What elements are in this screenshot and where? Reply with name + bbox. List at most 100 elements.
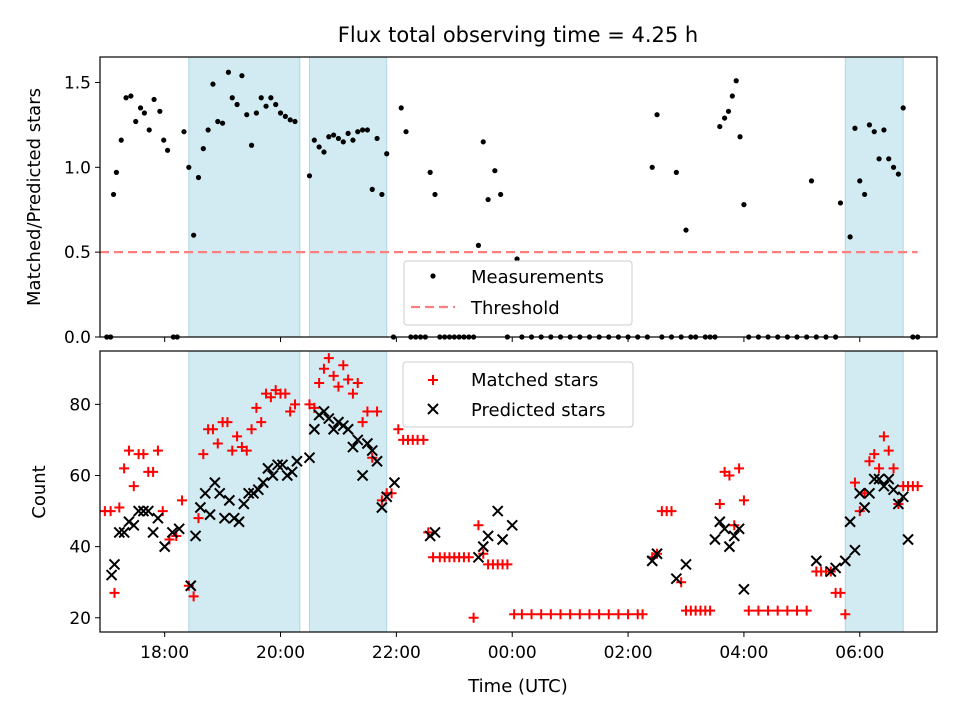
predicted-star-point [318,405,330,418]
measurement-point [110,191,117,198]
measurement-point [866,122,873,128]
legend-label-predicted: Predicted stars [471,400,605,421]
predicted-star-point [286,466,298,478]
measurement-point [733,78,739,84]
measurement-point [683,227,689,233]
predicted-star-point [267,469,279,482]
predicted-star-point [506,519,518,531]
predicted-star-point [829,562,842,574]
predicted-star-point [810,555,823,567]
matched-star-point [357,417,368,428]
predicted-star-point [128,519,140,531]
measurement-point [151,96,157,103]
axes-frame [99,350,938,633]
x-tick-label: 04:00 [719,643,768,663]
matched-star-point [347,388,358,399]
measurement-point [492,168,498,174]
matched-star-point [666,506,677,517]
measurement-point [398,105,404,111]
measurement-point [123,95,129,101]
predicted-star-point [185,580,197,592]
matched-star-point [724,470,735,481]
predicted-star-point [166,526,179,539]
measurement-point [181,129,187,135]
measurement-point [498,191,504,198]
matched-star-point [603,609,614,620]
matched-star-point [468,612,479,623]
predicted-star-point [137,505,150,517]
measurement-point [248,142,255,148]
predicted-star-point [194,501,207,514]
legend-label-measurements: Measurements [471,267,604,288]
measurement-point [847,234,853,240]
measurement-point [871,129,877,135]
predicted-star-point [366,444,378,457]
measurement-point [306,173,313,179]
matched-star-point [502,559,513,570]
predicted-star-point [844,516,856,528]
measurement-point [350,137,356,143]
matched-star-point [251,402,262,413]
predicted-star-point [147,526,159,539]
matched-star-point [343,374,354,385]
matched-star-point [463,552,474,563]
matched-star-point [516,609,527,620]
predicted-star-point [839,555,851,567]
measurement-point [292,118,298,125]
matched-star-point [637,609,648,620]
predicted-star-point [209,476,221,489]
bottom-y-axis-label: Count [29,465,50,518]
matched-star-point [864,456,875,467]
measurement-point [890,164,897,170]
y-tick-label: 80 [69,395,91,415]
x-tick-label: 02:00 [604,643,653,663]
matched-star-point [584,609,595,620]
measurement-point [161,137,167,143]
matched-star-point [536,609,547,620]
measurement-point [837,200,844,206]
predicted-star-point [262,462,274,475]
matched-star-point [352,378,363,389]
measurement-point [225,69,231,75]
y-tick-label: 20 [69,609,91,629]
measurement-point [253,110,259,116]
measurement-point [403,129,409,135]
matched-star-point [128,481,139,492]
predicted-star-point [303,452,316,464]
matched-star-point [177,495,188,506]
predicted-star-point [472,551,485,564]
predicted-star-point [873,473,885,485]
legend-marker-measurements [430,273,436,279]
measurement-point [364,127,371,133]
measurement-point [128,93,134,99]
measurement-point [345,130,351,136]
measurement-point [427,169,433,175]
measurement-point [118,137,124,143]
matched-star-point [849,477,860,488]
matched-star-point [782,605,793,616]
measurement-point [737,134,743,140]
matched-star-point [734,463,745,474]
measurement-point [369,186,375,192]
matched-star-point [362,406,373,417]
matched-star-point [428,375,438,385]
legend-label-threshold: Threshold [470,298,560,319]
predicted-star-point [718,523,731,535]
matched-star-point [418,434,429,445]
matched-star-point [265,392,276,403]
matched-star-point [623,609,634,620]
predicted-star-point [105,569,118,581]
predicted-star-point [381,491,393,503]
measurement-point [137,105,144,111]
predicted-star-point [238,498,250,510]
matched-star-point [912,481,923,492]
measurement-point [649,164,655,170]
matched-star-point [285,406,296,417]
matched-star-point [594,609,605,620]
measurement-point [432,191,438,198]
predicted-star-point [887,484,900,496]
predicted-star-point [482,530,494,542]
measurement-point [234,101,240,108]
measurement-point [321,149,327,155]
measurement-point [311,137,317,143]
